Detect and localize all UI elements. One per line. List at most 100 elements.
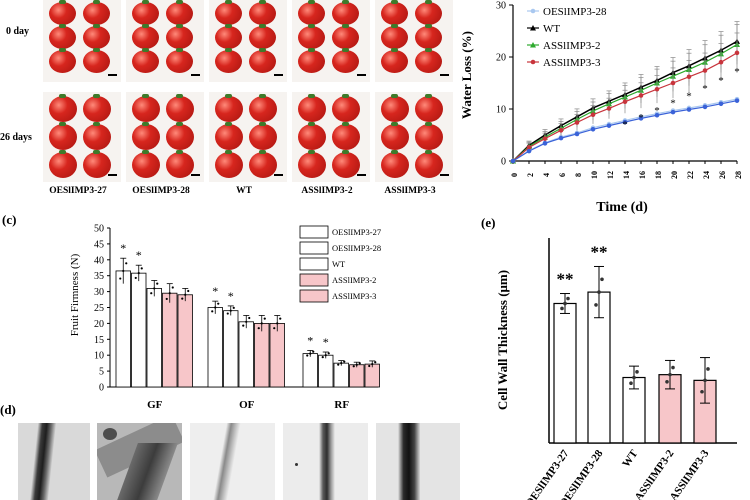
x-tick-label: 12 <box>606 171 615 179</box>
water-loss-ylabel: Water Loss (%) <box>459 31 474 119</box>
data-point <box>257 327 260 330</box>
x-tick-label: 2 <box>526 173 535 177</box>
tomato-photo <box>126 92 204 182</box>
y-tick-label: 30 <box>94 287 104 298</box>
scale-bar <box>191 174 200 176</box>
series-marker <box>622 119 628 125</box>
x-tick-label: 10 <box>590 171 599 179</box>
firmness-bar <box>238 321 254 388</box>
series-marker <box>510 158 516 164</box>
significance-mark: * <box>120 241 126 255</box>
tomato-fruit <box>166 24 193 49</box>
tomato-stem <box>225 94 232 98</box>
tomato-fruit <box>298 0 325 25</box>
tomato-fruit <box>83 24 110 49</box>
legend-label: WT <box>332 259 346 269</box>
category-label: RF <box>334 399 349 411</box>
tomato-fruit <box>249 94 277 122</box>
significance-mark: * <box>638 112 644 124</box>
data-point <box>371 363 374 366</box>
em-image-3 <box>190 423 275 500</box>
y-tick-label: 0 <box>501 157 506 168</box>
data-point <box>563 301 567 306</box>
significance-mark: * <box>136 248 142 262</box>
firmness-bar <box>269 323 285 388</box>
significance-mark: * <box>212 284 218 298</box>
tomato-fruit <box>166 150 194 178</box>
data-point <box>184 293 187 296</box>
tomato-stem <box>391 0 398 4</box>
data-point <box>263 317 266 320</box>
water-loss-xlabel: Time (d) <box>596 200 648 215</box>
tomato-stem <box>391 122 398 126</box>
tomato-stem <box>308 150 315 154</box>
series-marker <box>734 50 740 56</box>
legend-marker <box>530 59 536 65</box>
data-point <box>600 277 604 282</box>
series-marker <box>542 136 548 141</box>
tomato-stem <box>176 122 183 126</box>
legend-label: OESlIMP3-28 <box>332 243 381 253</box>
significance-mark: * <box>718 75 724 87</box>
series-marker <box>606 123 612 128</box>
tomato-fruit <box>166 94 194 122</box>
series-marker <box>718 59 724 65</box>
series-marker <box>638 116 644 121</box>
series-marker <box>638 93 644 98</box>
data-point <box>343 360 346 363</box>
significance-mark: ** <box>591 242 608 261</box>
tomato-stem <box>259 150 266 154</box>
tomato-fruit <box>215 122 243 150</box>
panel-label-e: (e) <box>481 215 496 230</box>
data-point <box>312 350 315 353</box>
data-point <box>273 327 276 330</box>
series-marker <box>702 104 708 110</box>
y-tick-label: 40 <box>94 255 104 266</box>
series-marker <box>526 145 532 150</box>
tomato-stem <box>142 94 149 98</box>
tomato-fruit <box>381 122 409 150</box>
tomato-stem <box>59 122 66 126</box>
y-tick-label: 5 <box>99 367 104 378</box>
legend-swatch <box>299 289 329 303</box>
series-marker <box>574 131 580 137</box>
tomato-stem <box>225 48 232 52</box>
significance-mark: * <box>670 97 676 109</box>
data-point <box>119 277 122 280</box>
firmness-bar <box>146 288 162 388</box>
tomato-fruit <box>215 48 242 73</box>
data-point <box>245 320 248 323</box>
tomato-stem <box>142 0 149 4</box>
tomato-stem <box>93 0 100 4</box>
photo-panel: 0 day 26 days OESlIMP3-27 OESlIMP3-28 WT… <box>0 0 455 205</box>
data-point <box>137 272 140 275</box>
y-tick-label: 0 <box>99 383 104 394</box>
series-marker <box>606 106 612 111</box>
tomato-stem <box>391 150 398 154</box>
data-point <box>560 306 564 311</box>
firmness-bar <box>349 364 365 388</box>
tomato-stem <box>176 48 183 52</box>
data-point <box>700 389 704 394</box>
tomato-fruit <box>298 94 326 122</box>
tomato-stem <box>225 0 232 4</box>
legend-swatch <box>299 241 329 255</box>
em-image-1 <box>18 423 90 500</box>
tomato-stem <box>342 150 349 154</box>
firmness-bar <box>223 310 239 388</box>
scale-bar <box>357 74 366 76</box>
tomato-stem <box>93 48 100 52</box>
tomato-fruit <box>332 24 359 49</box>
em-image-2 <box>97 423 182 500</box>
tomato-fruit <box>83 150 111 178</box>
tomato-stem <box>308 24 315 28</box>
tomato-stem <box>59 24 66 28</box>
x-tick-label: 24 <box>702 171 711 179</box>
tomato-stem <box>342 0 349 4</box>
tomato-fruit <box>215 150 243 178</box>
data-point <box>337 363 340 366</box>
scale-bar <box>191 74 200 76</box>
x-tick-label: 6 <box>558 173 567 177</box>
series-marker <box>734 98 740 103</box>
series-marker <box>558 128 564 133</box>
